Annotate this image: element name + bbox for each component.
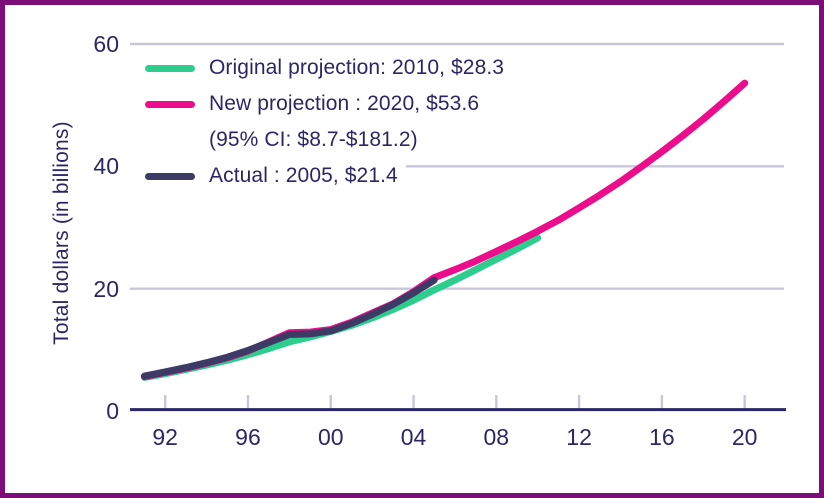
x-tick-label-96: 96 [235,424,261,450]
x-tick-label-12: 12 [566,424,592,450]
series-line-actual [141,276,438,380]
plot-area: Total dollars (in billions) 0 20 40 60 92 96… [5,5,819,493]
y-tick-label-40: 40 [93,153,119,180]
legend-swatch-original-projection [145,64,195,72]
legend-label-actual: Actual : 2005, $21.4 [209,164,398,187]
legend-swatch-spacer [145,137,195,144]
chart-canvas [130,42,786,412]
legend-item-original-projection: Original projection: 2010, $28.3 [140,50,504,86]
x-tick-label-92: 92 [152,424,178,450]
legend-swatch-new-projection [145,100,195,108]
legend-swatch-actual [145,172,195,180]
y-tick-label-0: 0 [106,398,119,424]
x-tick-label-08: 08 [483,424,510,450]
legend-label-new-projection-ci: (95% CI: $8.7-$181.2) [209,128,418,151]
legend-label-original-projection: Original projection: 2010, $28.3 [209,56,505,79]
legend-item-new-projection: New projection : 2020, $53.6 [140,86,479,122]
x-tick-label-16: 16 [649,424,675,450]
legend-label-new-projection: New projection : 2020, $53.6 [209,92,480,115]
chart-legend: Original projection: 2010, $28.3 New proj… [140,50,504,200]
legend-item-actual: Actual : 2005, $21.4 [140,158,406,194]
x-tick-label-04: 04 [400,424,427,450]
legend-item-new-projection-ci: (95% CI: $8.7-$181.2) [140,122,418,158]
x-tick-label-00: 00 [317,424,344,450]
y-tick-label-20: 20 [93,275,119,302]
x-tick-label-20: 20 [731,424,758,450]
y-tick-label-60: 60 [93,31,119,57]
